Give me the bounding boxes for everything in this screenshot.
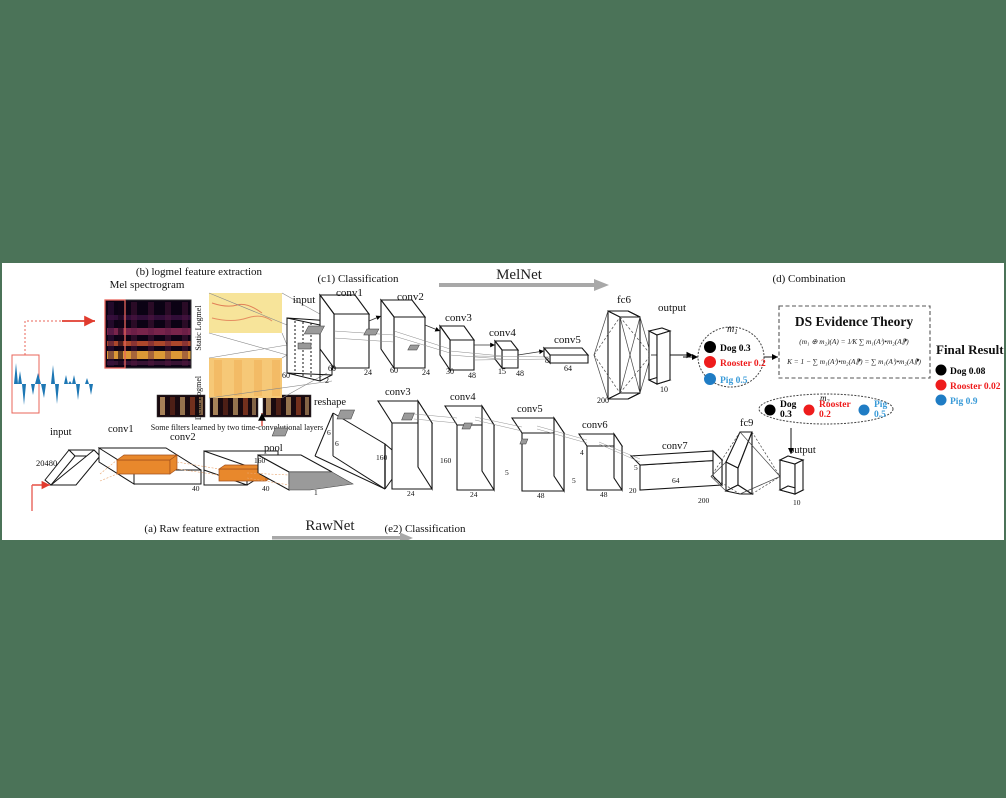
- svg-text:Rooster: Rooster: [819, 400, 851, 410]
- svg-text:60: 60: [328, 364, 336, 373]
- svg-text:0.2: 0.2: [819, 410, 831, 420]
- svg-text:Static Logmel: Static Logmel: [194, 305, 203, 351]
- svg-text:(d) Combination: (d) Combination: [772, 273, 846, 285]
- svg-text:60: 60: [390, 366, 398, 375]
- svg-text:4: 4: [580, 448, 584, 457]
- svg-text:RawNet: RawNet: [305, 518, 355, 534]
- svg-text:MelNet: MelNet: [496, 267, 543, 283]
- svg-text:(c1) Classification: (c1) Classification: [318, 273, 399, 285]
- svg-text:48: 48: [468, 371, 476, 380]
- svg-text:fc9: fc9: [740, 418, 753, 429]
- svg-text:fc6: fc6: [617, 294, 632, 306]
- svg-text:Mel spectrogram: Mel spectrogram: [110, 279, 185, 291]
- svg-text:conv2: conv2: [170, 432, 196, 443]
- svg-text:40: 40: [192, 484, 200, 493]
- svg-text:conv5: conv5: [517, 404, 543, 415]
- svg-text:Delta Logmel: Delta Logmel: [194, 375, 203, 420]
- svg-text:5: 5: [572, 476, 576, 485]
- svg-text:conv1: conv1: [108, 424, 134, 435]
- svg-text:48: 48: [537, 491, 545, 500]
- svg-text:conv7: conv7: [662, 441, 688, 452]
- svg-text:1: 1: [314, 488, 318, 497]
- svg-text:(b) logmel feature extraction: (b) logmel feature extraction: [136, 266, 263, 278]
- svg-text:24: 24: [422, 368, 430, 377]
- svg-text:conv6: conv6: [582, 420, 608, 431]
- svg-text:2: 2: [325, 376, 329, 385]
- svg-text:20480: 20480: [36, 458, 57, 468]
- svg-text:conv2: conv2: [397, 291, 424, 303]
- svg-text:input: input: [293, 294, 316, 306]
- svg-text:6: 6: [335, 439, 339, 448]
- svg-text:48: 48: [600, 490, 608, 499]
- svg-text:64: 64: [672, 476, 680, 485]
- svg-text:Some filters learned by two ti: Some filters learned by two time-convolu…: [151, 423, 323, 432]
- svg-text:Pig 0.9: Pig 0.9: [950, 397, 978, 407]
- svg-text:Dog 0.08: Dog 0.08: [950, 367, 986, 377]
- svg-text:DS Evidence Theory: DS Evidence Theory: [795, 314, 914, 329]
- svg-text:160: 160: [254, 456, 266, 465]
- svg-text:output: output: [789, 445, 816, 456]
- svg-text:output: output: [658, 302, 686, 314]
- svg-text:24: 24: [407, 489, 415, 498]
- svg-text:10: 10: [660, 385, 668, 394]
- svg-text:40: 40: [262, 484, 270, 493]
- svg-text:Pig 0.5: Pig 0.5: [720, 376, 748, 386]
- svg-text:5: 5: [505, 468, 509, 477]
- svg-text:reshape: reshape: [314, 397, 346, 408]
- svg-text:160: 160: [440, 456, 452, 465]
- svg-text:(e2) Classification: (e2) Classification: [385, 523, 466, 535]
- svg-text:conv5: conv5: [554, 334, 581, 346]
- svg-text:15: 15: [498, 367, 506, 376]
- svg-text:0.5: 0.5: [874, 410, 886, 420]
- svg-text:160: 160: [376, 453, 388, 462]
- svg-text:conv3: conv3: [385, 387, 411, 398]
- svg-text:Pig: Pig: [874, 400, 887, 410]
- svg-text:10: 10: [793, 498, 801, 507]
- svg-text:pool: pool: [264, 443, 283, 454]
- svg-text:conv3: conv3: [445, 312, 472, 324]
- svg-text:5: 5: [634, 463, 638, 472]
- svg-text:Rooster 0.02: Rooster 0.02: [950, 382, 1001, 392]
- svg-text:(a) Raw feature extraction: (a) Raw feature extraction: [144, 523, 260, 535]
- svg-text:200: 200: [698, 496, 710, 505]
- svg-text:conv1: conv1: [336, 287, 363, 299]
- svg-text:conv4: conv4: [489, 327, 516, 339]
- svg-text:K = 1 − ∑ m₁(Aⁱ)•m₂(A⁋) = ∑ m₁: K = 1 − ∑ m₁(Aⁱ)•m₂(A⁋) = ∑ m₁(Aⁱ)•m₂(A⁋…: [786, 357, 921, 366]
- svg-text:200: 200: [597, 396, 609, 405]
- svg-text:6: 6: [327, 428, 331, 437]
- svg-text:(m₁ ⊕ m₂)(A) = 1⁄K ∑ m₁(Aⁱ)•m₂: (m₁ ⊕ m₂)(A) = 1⁄K ∑ m₁(Aⁱ)•m₂(A⁋): [799, 337, 909, 346]
- svg-text:8: 8: [545, 356, 549, 365]
- svg-text:input: input: [50, 427, 72, 438]
- svg-text:24: 24: [470, 490, 478, 499]
- svg-text:20: 20: [629, 486, 637, 495]
- svg-text:Final Result: Final Result: [936, 342, 1004, 357]
- svg-text:Dog: Dog: [780, 400, 797, 410]
- svg-text:60: 60: [282, 371, 290, 380]
- svg-text:48: 48: [516, 369, 524, 378]
- svg-text:24: 24: [364, 368, 372, 377]
- svg-text:m1: m1: [727, 324, 738, 336]
- svg-text:30: 30: [446, 367, 454, 376]
- svg-text:0.3: 0.3: [780, 410, 792, 420]
- svg-text:conv4: conv4: [450, 392, 476, 403]
- svg-text:Dog 0.3: Dog 0.3: [720, 344, 751, 354]
- svg-text:64: 64: [564, 364, 572, 373]
- svg-text:Rooster 0.2: Rooster 0.2: [720, 359, 766, 369]
